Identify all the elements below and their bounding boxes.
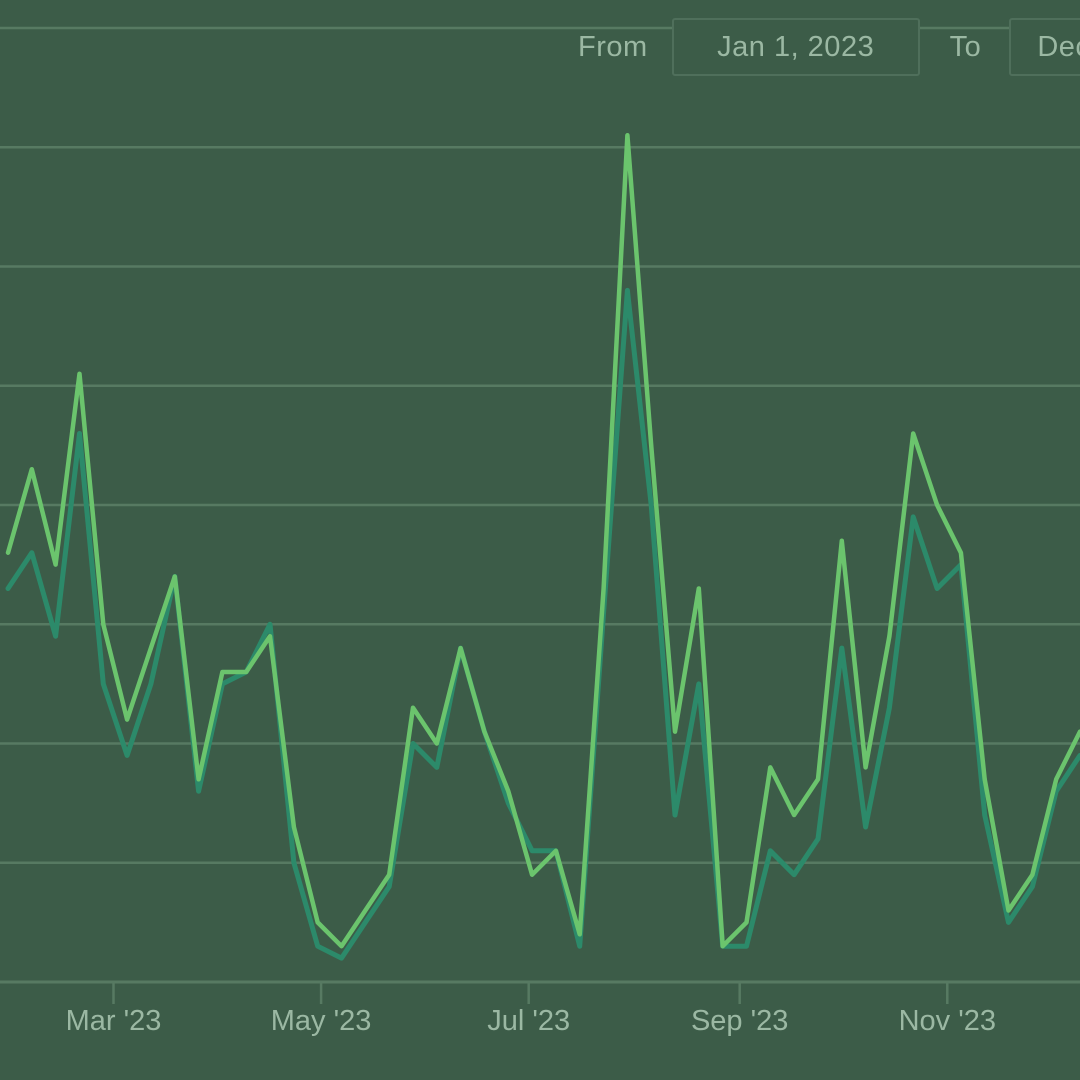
x-tick-label: Mar '23: [66, 1005, 162, 1037]
range-from-input[interactable]: Jan 1, 2023: [671, 18, 920, 76]
x-tick-label: Sep '23: [691, 1005, 788, 1037]
x-tick-label: Jul '23: [487, 1005, 570, 1037]
range-to-label: To: [949, 30, 982, 63]
gridlines: [0, 26, 1080, 984]
range-from-label: From: [578, 30, 648, 63]
x-tick-label: Nov '23: [899, 1005, 996, 1037]
series-line-2: [5, 133, 1080, 949]
series-lines: [5, 133, 1080, 961]
x-tick-label: May '23: [271, 1005, 372, 1037]
x-axis: Mar '23 May '23 Jul '23 Sep '23 Nov '23: [66, 982, 996, 1037]
range-to-input[interactable]: Dec: [1009, 18, 1080, 76]
date-range-selector: From Jan 1, 2023 To Dec: [560, 18, 1080, 76]
